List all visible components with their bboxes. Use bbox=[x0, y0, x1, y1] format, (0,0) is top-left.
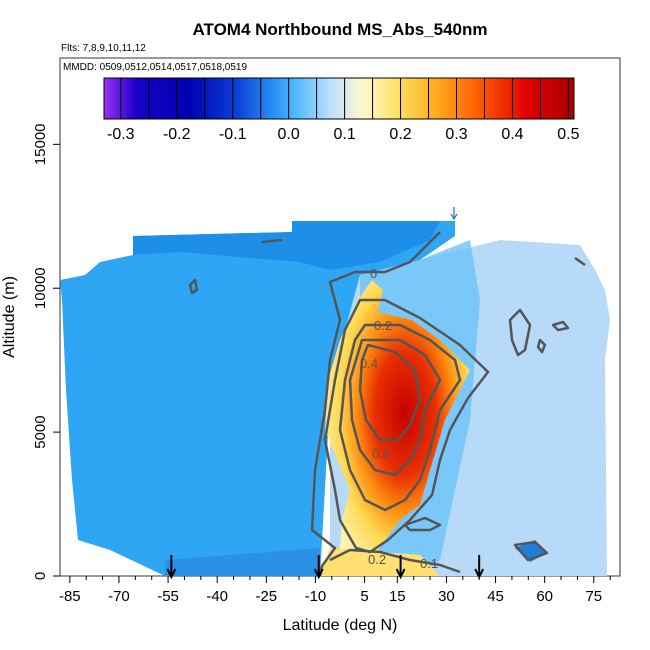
contour-right-edge bbox=[574, 256, 586, 267]
contour-small-1 bbox=[188, 278, 199, 295]
dates-subtitle: MMDD: 0509,0512,0514,0517,0518,0519 bbox=[63, 62, 247, 73]
contour-right-2 bbox=[551, 320, 570, 332]
x-tick-label: 5 bbox=[360, 588, 368, 605]
colorbar-tick-label: 0.3 bbox=[445, 126, 467, 143]
colorbar-tick-label: 0.2 bbox=[389, 126, 411, 143]
contour-label-0.2-bottom: 0.2 bbox=[368, 552, 386, 567]
contour-small-2 bbox=[261, 238, 283, 244]
x-tick-label: -40 bbox=[206, 588, 228, 605]
colorbar-tick-label: 0.4 bbox=[501, 126, 523, 143]
contour-label-0.6: 0.6 bbox=[372, 446, 390, 461]
x-tick-label: 60 bbox=[536, 588, 553, 605]
colorbar: -0.3 -0.2 -0.1 0.0 0.1 0.2 0.3 0.4 0.5 bbox=[103, 77, 580, 143]
field-dark-patch bbox=[133, 221, 440, 270]
contour-label-0.2-top: 0.2 bbox=[374, 318, 392, 333]
heatmap-field bbox=[60, 221, 610, 576]
y-tick-label: 15000 bbox=[32, 123, 49, 165]
colorbar-tick-label: 0.0 bbox=[278, 126, 300, 143]
surface-yellow bbox=[320, 548, 440, 576]
colorbar-tick-label: -0.2 bbox=[163, 126, 191, 143]
contour-06 bbox=[358, 343, 422, 442]
contour-label-0.4: 0.4 bbox=[360, 356, 378, 371]
profile-marker-head bbox=[395, 568, 406, 580]
contour-0-main bbox=[310, 231, 441, 576]
contour-02 bbox=[338, 323, 462, 512]
top-marker bbox=[450, 207, 458, 221]
contour-label-0: 0 bbox=[370, 266, 377, 281]
colorbar-lines bbox=[120, 78, 569, 119]
profile-marker-head bbox=[166, 568, 177, 580]
field-south bbox=[60, 221, 455, 576]
plume bbox=[325, 280, 470, 576]
contour-04 bbox=[348, 338, 442, 477]
x-tick-label: 30 bbox=[438, 588, 455, 605]
x-tick-label: -55 bbox=[157, 588, 179, 605]
y-axis: 0 5000 10000 15000 bbox=[32, 123, 60, 580]
x-tick-label: -70 bbox=[108, 588, 130, 605]
flights-subtitle: Flts: 7,8,9,10,11,12 bbox=[61, 43, 146, 54]
x-axis-label: Latitude (deg N) bbox=[283, 617, 398, 634]
colorbar-tick-label: 0.5 bbox=[557, 126, 579, 143]
profile-markers bbox=[166, 555, 485, 580]
surface-band bbox=[165, 548, 320, 576]
x-tick-label: -25 bbox=[255, 588, 277, 605]
contour-right-4 bbox=[513, 540, 549, 562]
x-axis: -85 -70 -55 -40 -25 -10 5 15 30 45 60 75 bbox=[59, 576, 611, 605]
x-tick-label: 75 bbox=[585, 588, 602, 605]
contour-right-1 bbox=[508, 308, 532, 357]
chart-title: ATOM4 Northbound MS_Abs_540nm bbox=[192, 20, 487, 39]
contour-labels: 0 0.2 0.4 0.6 0.2 0.1 bbox=[360, 266, 438, 571]
profile-marker-head bbox=[313, 568, 324, 580]
y-axis-label: Altitude (m) bbox=[1, 276, 18, 358]
y-tick-label: 5000 bbox=[32, 415, 49, 448]
x-tick-label: 45 bbox=[487, 588, 504, 605]
contour-right-3 bbox=[536, 338, 547, 354]
contour-0-right bbox=[323, 298, 490, 554]
colorbar-gradient bbox=[103, 77, 575, 120]
y-tick-label: 10000 bbox=[32, 267, 49, 309]
colorbar-ticks: -0.3 -0.2 -0.1 0.0 0.1 0.2 0.3 0.4 0.5 bbox=[107, 126, 580, 143]
x-tick-label: -10 bbox=[305, 588, 327, 605]
top-marker-head bbox=[450, 213, 458, 221]
contours bbox=[188, 231, 586, 576]
contour-label-0.1: 0.1 bbox=[420, 556, 438, 571]
colorbar-tick-label: 0.1 bbox=[333, 126, 355, 143]
contour-surface bbox=[329, 548, 461, 574]
colorbar-tick-label: -0.1 bbox=[219, 126, 247, 143]
x-tick-label: 15 bbox=[389, 588, 406, 605]
y-tick-label: 0 bbox=[32, 572, 49, 580]
colorbar-tick-label: -0.3 bbox=[107, 126, 135, 143]
x-tick-label: -85 bbox=[59, 588, 81, 605]
contour-lowblob bbox=[403, 516, 442, 532]
